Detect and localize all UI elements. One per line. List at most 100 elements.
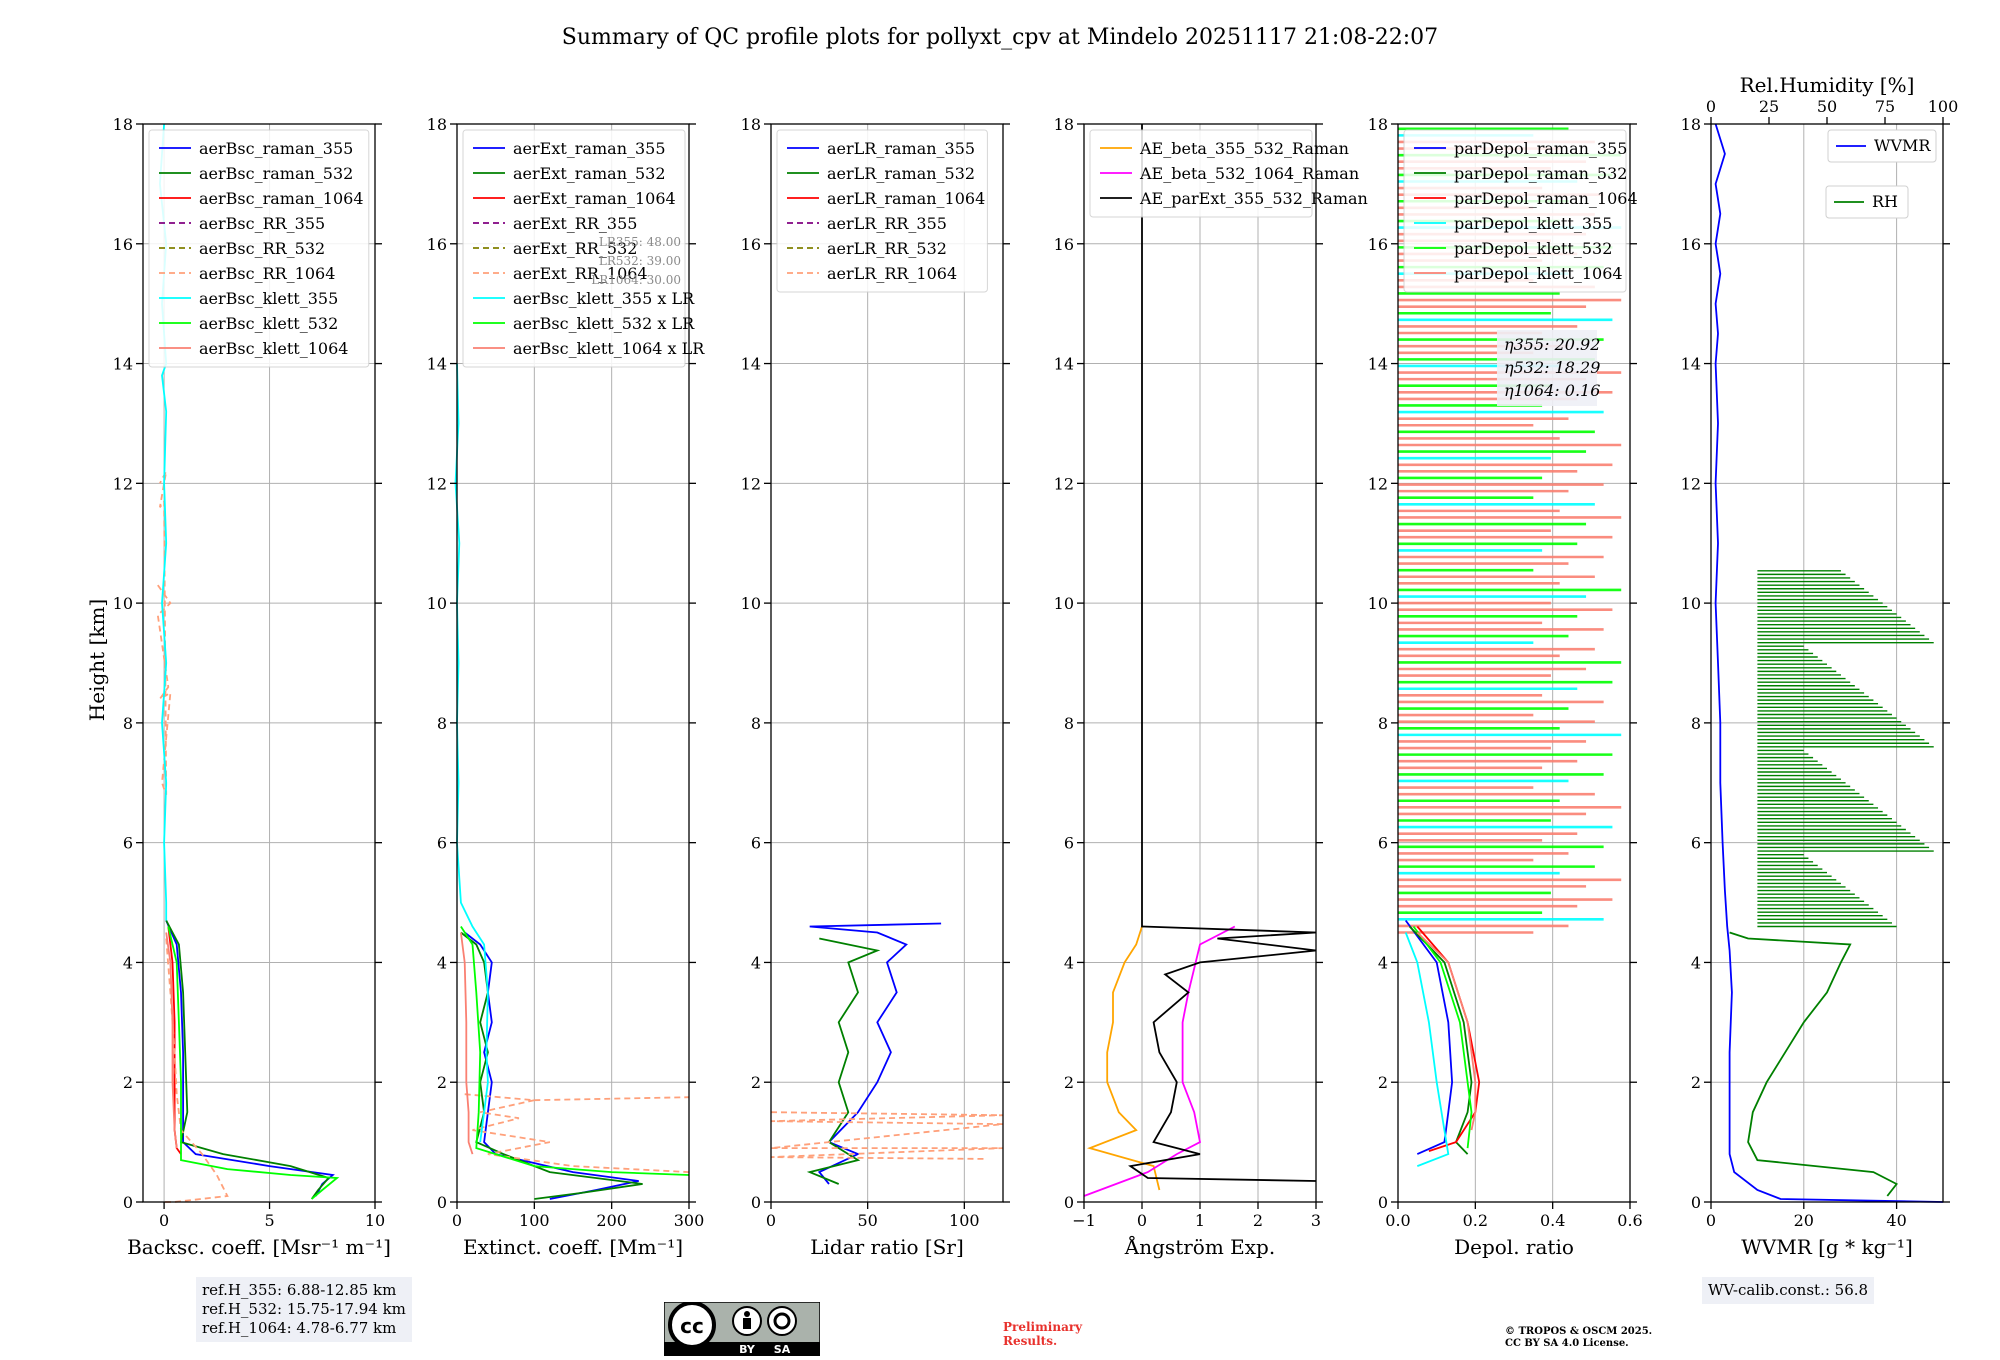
cc-sa-label: SA xyxy=(774,1343,791,1356)
x-tick-label: −1 xyxy=(1072,1211,1096,1230)
series-wvmr xyxy=(1714,123,1944,1203)
legend-label: aerBsc_klett_1064 xyxy=(199,339,348,358)
ref-height-532: ref.H_532: 15.75-17.94 km xyxy=(202,1300,406,1318)
y-tick-label: 2 xyxy=(437,1073,447,1092)
y-tick-label: 8 xyxy=(1064,714,1074,733)
y-tick-label: 10 xyxy=(1054,594,1074,613)
y-tick-label: 0 xyxy=(1378,1193,1388,1212)
legend-label: aerExt_raman_355 xyxy=(513,139,666,158)
x-tick-label: 0.6 xyxy=(1617,1211,1642,1230)
top-tick-label: 0 xyxy=(1706,97,1716,116)
y-tick-label: 10 xyxy=(1368,594,1388,613)
x-tick-label: 0 xyxy=(766,1211,776,1230)
cc-letters: cc xyxy=(680,1314,704,1338)
legend-box xyxy=(776,129,988,293)
y-tick-label: 0 xyxy=(1064,1193,1074,1212)
x-tick-label: 2 xyxy=(1253,1211,1263,1230)
y-tick-label: 12 xyxy=(1054,474,1074,493)
preliminary-note: Preliminary Results. xyxy=(1003,1320,1082,1348)
series-pardepol-klett-355 xyxy=(1404,932,1450,1167)
top-tick-label: 25 xyxy=(1759,97,1779,116)
y-tick-label: 0 xyxy=(1691,1193,1701,1212)
x-tick-label: 100 xyxy=(519,1211,550,1230)
preliminary-line-2: Results. xyxy=(1003,1334,1058,1348)
legend-label: AE_parExt_355_532_Raman xyxy=(1139,189,1368,208)
series-ae-beta-532-1064-raman xyxy=(1083,925,1236,1197)
series-aerbsc-klett-1064-x-lr xyxy=(460,932,474,1155)
eta-box xyxy=(1497,330,1597,406)
legend-label: aerLR_raman_1064 xyxy=(827,189,985,208)
y-tick-label: 4 xyxy=(1064,953,1074,972)
legend-label: aerBsc_klett_532 xyxy=(199,314,338,333)
reference-height-box: ref.H_355: 6.88-12.85 km ref.H_532: 15.7… xyxy=(196,1277,412,1342)
eta-annotation: η532: 18.29 xyxy=(1504,358,1600,377)
panel-2: 0 2 4 6 8 10 12 14 16 18 0 100 200 300 Extinct. coeff.… xyxy=(427,115,706,1259)
legend-label: aerExt_raman_1064 xyxy=(513,189,676,208)
preliminary-line-1: Preliminary xyxy=(1003,1320,1083,1334)
lr-annotation: LR532: 39.00 xyxy=(599,254,681,268)
x-axis-label: Extinct. coeff. [Mm⁻¹] xyxy=(463,1235,683,1259)
legend-label: aerBsc_raman_532 xyxy=(199,164,353,183)
ref-height-1064: ref.H_1064: 4.78-6.77 km xyxy=(202,1319,397,1337)
axes-frame xyxy=(770,123,1004,1203)
legend-label: aerLR_raman_355 xyxy=(827,139,975,158)
legend-label: aerExt_RR_532 xyxy=(513,239,637,258)
x-tick-label: 0 xyxy=(1706,1211,1716,1230)
y-tick-label: 4 xyxy=(437,953,447,972)
y-tick-label: 6 xyxy=(437,834,447,853)
legend-label: parDepol_raman_355 xyxy=(1454,139,1627,158)
legend-label: aerLR_RR_1064 xyxy=(827,264,957,283)
series-aerbsc-klett-532-x-lr xyxy=(460,926,690,1176)
x-tick-label: 0.2 xyxy=(1463,1211,1488,1230)
cc-by-label: BY xyxy=(739,1343,756,1356)
series-aerlr-raman-355 xyxy=(809,922,942,1185)
series-aerbsc-klett-532 xyxy=(167,926,340,1200)
top-axis-label: Rel.Humidity [%] xyxy=(1740,73,1915,97)
y-tick-label: 4 xyxy=(751,953,761,972)
y-tick-label: 8 xyxy=(123,714,133,733)
x-axis-label: Lidar ratio [Sr] xyxy=(810,1235,964,1259)
x-tick-label: 100 xyxy=(949,1211,980,1230)
series-ae-beta-355-532-raman xyxy=(1086,926,1161,1191)
y-tick-label: 10 xyxy=(427,594,447,613)
panel-5: 0 2 4 6 8 10 12 14 16 18 0.0 0.2 0.4 0.6 Depol. ratio p… xyxy=(1368,115,1643,1259)
legend-label: aerBsc_raman_355 xyxy=(199,139,353,158)
y-tick-label: 14 xyxy=(113,355,133,374)
legend-label: parDepol_raman_1064 xyxy=(1454,189,1638,208)
series-aerbsc-raman-355 xyxy=(165,920,335,1197)
copyright-line-1: © TROPOS & OSCM 2025. xyxy=(1505,1326,1653,1337)
y-tick-label: 6 xyxy=(123,834,133,853)
y-tick-label: 2 xyxy=(123,1073,133,1092)
panel-3: 0 2 4 6 8 10 12 14 16 18 0 50 100 Lidar ratio [Sr] aer… xyxy=(741,115,1010,1259)
legend-box xyxy=(1089,129,1313,218)
legend-label: aerBsc_RR_532 xyxy=(199,239,325,258)
y-tick-label: 18 xyxy=(427,115,447,134)
series-aerlr-rr-1064 xyxy=(770,1111,1004,1160)
x-axis-label: Depol. ratio xyxy=(1454,1235,1574,1259)
y-tick-label: 14 xyxy=(741,355,761,374)
series-aerext-rr-1064 xyxy=(464,1093,690,1173)
legend-label: parDepol_klett_355 xyxy=(1454,214,1612,233)
y-tick-label: 18 xyxy=(1681,115,1701,134)
y-tick-label: 16 xyxy=(113,235,133,254)
y-tick-label: 8 xyxy=(1378,714,1388,733)
x-tick-label: 300 xyxy=(674,1211,705,1230)
top-tick-label: 50 xyxy=(1817,97,1837,116)
wv-calibration-box: WV-calib.const.: 56.8 xyxy=(1702,1277,1875,1304)
x-tick-label: 40 xyxy=(1886,1211,1906,1230)
panel-1: 0 2 4 6 8 10 12 14 16 18 0 5 10 Backsc. coeff. [Msr⁻¹… xyxy=(113,115,391,1259)
y-tick-label: 12 xyxy=(113,474,133,493)
series-aerbsc-klett-355-x-lr xyxy=(454,363,489,1143)
legend-label: aerLR_RR_532 xyxy=(827,239,947,258)
ref-height-355: ref.H_355: 6.88-12.85 km xyxy=(202,1281,397,1299)
axes-frame xyxy=(456,123,690,1203)
series-aerext-raman-532 xyxy=(460,931,643,1200)
x-tick-label: 200 xyxy=(596,1211,627,1230)
x-tick-label: 0.0 xyxy=(1385,1211,1410,1230)
x-tick-label: 0.4 xyxy=(1540,1211,1565,1230)
eta-annotation: η355: 20.92 xyxy=(1504,335,1600,354)
y-tick-label: 4 xyxy=(1691,953,1701,972)
y-tick-label: 2 xyxy=(1691,1073,1701,1092)
panel-6: 0 2 4 6 8 10 12 14 16 18 0 20 40 WVMR [g * kg⁻¹] 0 25 50… xyxy=(1681,73,1959,1259)
y-tick-label: 6 xyxy=(1691,834,1701,853)
